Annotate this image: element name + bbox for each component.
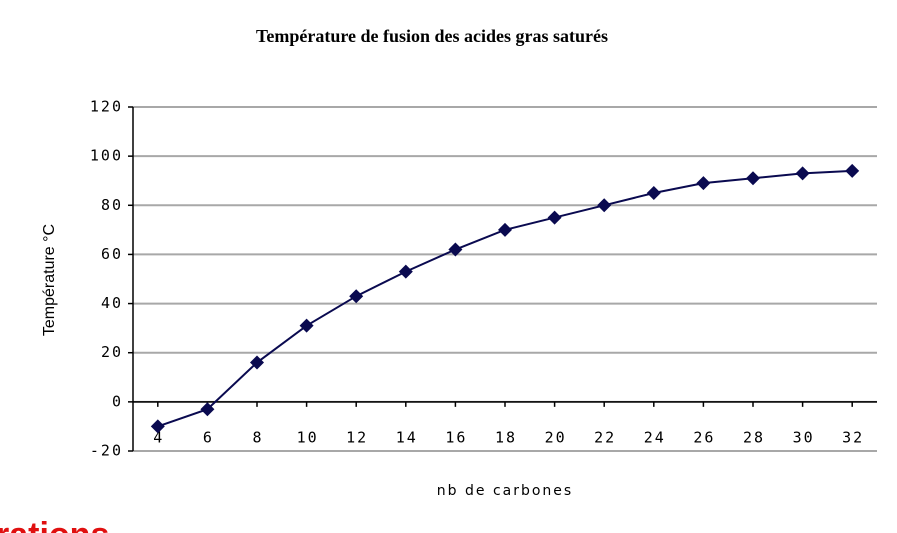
data-point <box>448 242 463 257</box>
x-tick-label: 22 <box>594 429 616 447</box>
data-point <box>547 210 562 225</box>
data-point <box>597 198 612 213</box>
y-tick-label: 100 <box>90 147 123 165</box>
x-tick-label: 32 <box>842 429 864 447</box>
data-point <box>150 419 165 434</box>
data-point <box>349 289 364 304</box>
y-tick-label: 20 <box>101 343 123 361</box>
y-tick-label: 120 <box>90 98 123 116</box>
y-tick-label: 60 <box>101 245 123 263</box>
x-tick-label: 24 <box>644 429 666 447</box>
y-axis-label: Température °C <box>41 224 58 336</box>
chart-title: Température de fusion des acides gras sa… <box>256 26 608 46</box>
y-tick-label: 0 <box>112 392 123 410</box>
cropped-heading: rations <box>0 516 109 533</box>
x-tick-label: 26 <box>693 429 715 447</box>
x-axis-label: nb de carbones <box>437 483 573 499</box>
data-point <box>646 186 661 200</box>
x-tick-label: 6 <box>203 429 214 447</box>
data-point <box>299 318 314 333</box>
x-tick-label: 8 <box>252 429 263 447</box>
y-tick-label: -20 <box>90 442 123 460</box>
data-line <box>157 169 853 428</box>
data-point <box>250 355 264 370</box>
x-tick-label: 18 <box>495 429 517 447</box>
x-tick-label: 20 <box>545 429 567 447</box>
x-tick-label: 28 <box>743 429 765 447</box>
data-point <box>845 163 860 178</box>
data-point <box>498 222 512 237</box>
data-point <box>696 176 711 191</box>
x-tick-label: 4 <box>153 429 164 447</box>
x-tick-label: 12 <box>346 429 368 447</box>
x-tick-label: 10 <box>297 429 319 447</box>
data-point <box>746 171 760 186</box>
x-tick-label: 14 <box>396 429 418 447</box>
data-point <box>795 166 810 181</box>
data-point <box>200 402 215 417</box>
y-tick-label: 80 <box>101 196 123 214</box>
x-tick-label: 16 <box>445 429 467 447</box>
y-tick-label: 40 <box>101 294 123 312</box>
data-point <box>398 264 413 279</box>
x-tick-label: 30 <box>793 429 815 447</box>
